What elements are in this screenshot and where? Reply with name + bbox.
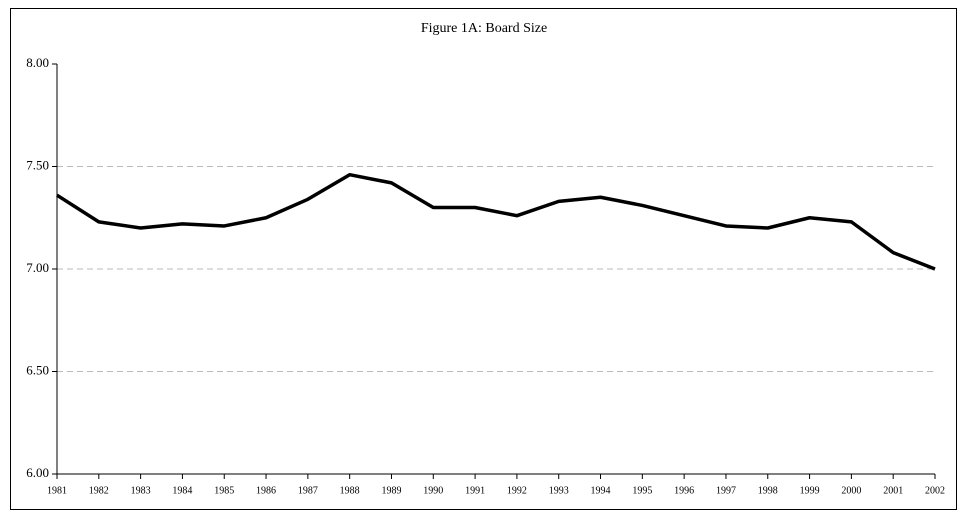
x-tick-label: 1995	[632, 485, 652, 496]
x-tick-label: 2002	[925, 485, 945, 496]
x-tick-label: 1985	[214, 485, 234, 496]
x-tick-label: 2000	[841, 485, 861, 496]
chart-frame	[10, 8, 957, 510]
y-tick-label: 7.50	[26, 157, 49, 172]
x-tick-label: 1990	[423, 485, 443, 496]
x-tick-label: 1996	[674, 485, 694, 496]
x-tick-label: 1989	[381, 485, 401, 496]
y-tick-label: 6.50	[26, 362, 49, 377]
x-tick-label: 1991	[465, 485, 485, 496]
x-tick-label: 1997	[716, 485, 736, 496]
x-tick-label: 1998	[758, 485, 778, 496]
x-tick-label: 1993	[549, 485, 569, 496]
x-tick-label: 1994	[591, 485, 611, 496]
y-tick-label: 6.00	[26, 465, 49, 480]
x-tick-label: 1986	[256, 485, 276, 496]
x-tick-label: 1983	[131, 485, 151, 496]
y-tick-label: 7.00	[26, 260, 49, 275]
x-tick-label: 1982	[89, 485, 109, 496]
line	[56, 172, 936, 271]
x-tick-label: 1981	[47, 485, 67, 496]
x-tick-label: 1999	[800, 485, 820, 496]
y-tick-label: 8.00	[26, 55, 49, 70]
x-tick-label: 1987	[298, 485, 318, 496]
x-tick-label: 1984	[172, 485, 192, 496]
chart-title: Figure 1A: Board Size	[421, 21, 547, 36]
x-tick-label: 1988	[340, 485, 360, 496]
x-tick-label: 1992	[507, 485, 527, 496]
x-tick-label: 2001	[883, 485, 903, 496]
